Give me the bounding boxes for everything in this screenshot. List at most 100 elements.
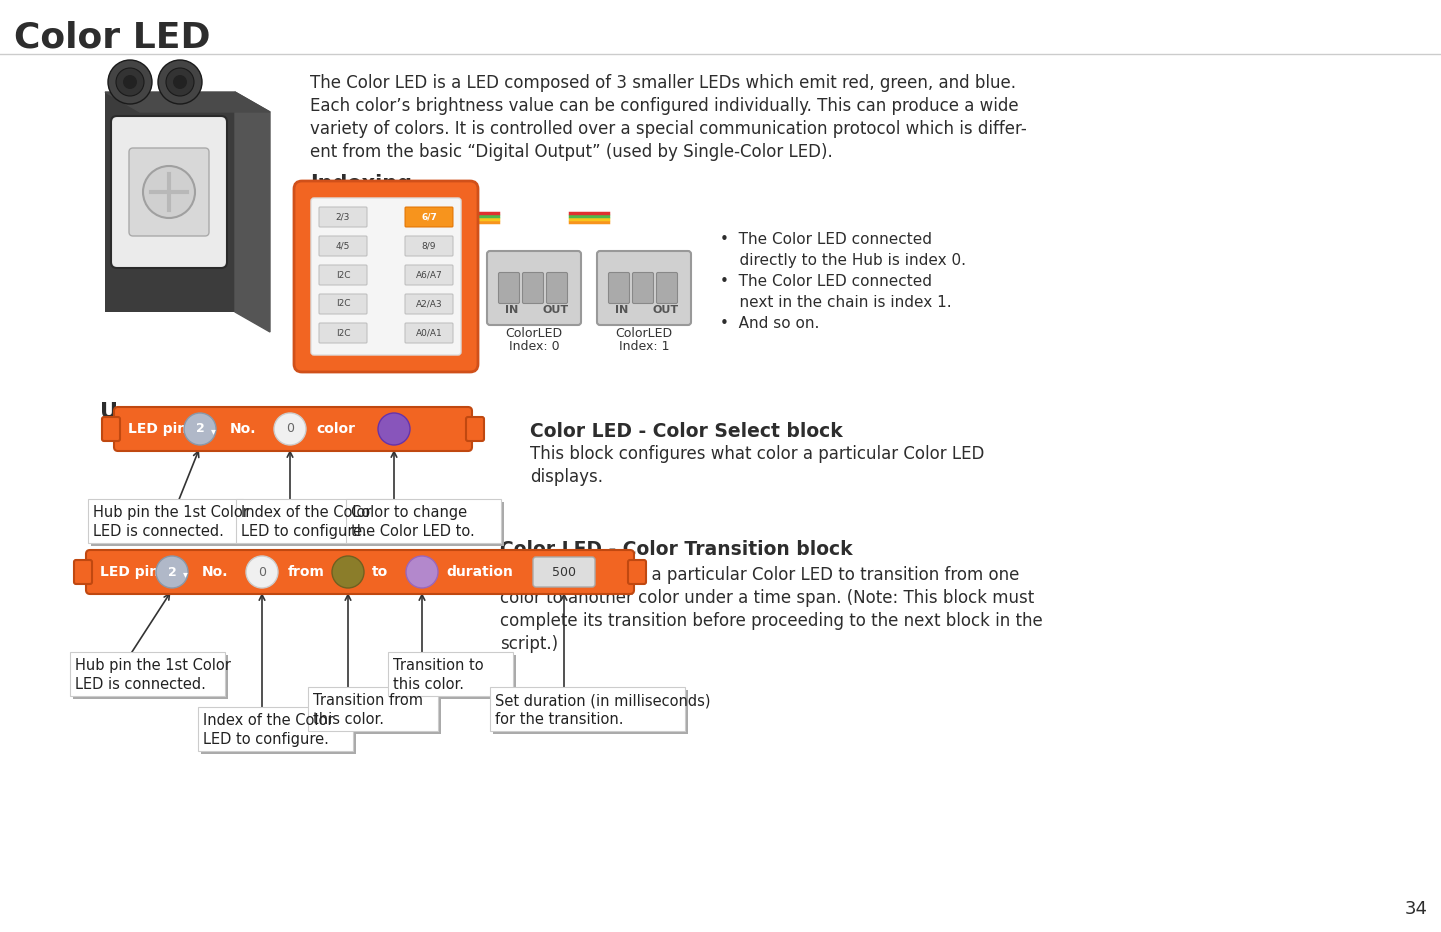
Circle shape <box>184 413 216 445</box>
Text: the Color LED to.: the Color LED to. <box>352 524 474 539</box>
FancyBboxPatch shape <box>523 272 543 304</box>
FancyBboxPatch shape <box>388 652 513 696</box>
Text: 2/3: 2/3 <box>336 212 350 222</box>
Text: 2: 2 <box>167 566 176 579</box>
FancyBboxPatch shape <box>105 92 235 312</box>
Text: LED is connected.: LED is connected. <box>94 524 223 539</box>
FancyBboxPatch shape <box>236 499 391 543</box>
FancyBboxPatch shape <box>311 198 461 355</box>
FancyBboxPatch shape <box>546 272 568 304</box>
Text: 2: 2 <box>196 422 205 435</box>
Text: Index of the Color: Index of the Color <box>241 505 372 520</box>
Circle shape <box>108 60 151 104</box>
Circle shape <box>378 413 411 445</box>
FancyBboxPatch shape <box>487 251 581 325</box>
Circle shape <box>331 556 365 588</box>
FancyBboxPatch shape <box>102 417 120 441</box>
Circle shape <box>173 75 187 89</box>
FancyBboxPatch shape <box>91 502 246 546</box>
FancyBboxPatch shape <box>308 687 438 731</box>
Text: displays.: displays. <box>530 468 602 486</box>
Text: 34: 34 <box>1405 900 1428 918</box>
Text: complete its transition before proceeding to the next block in the: complete its transition before proceedin… <box>500 612 1043 630</box>
FancyBboxPatch shape <box>130 148 209 236</box>
Text: Hub pin the 1st Color: Hub pin the 1st Color <box>94 505 249 520</box>
Text: Index of the Color: Index of the Color <box>203 713 333 728</box>
Text: Color LED: Color LED <box>14 20 210 54</box>
FancyBboxPatch shape <box>311 690 441 734</box>
Text: LED pin: LED pin <box>99 565 159 579</box>
Text: LED is connected.: LED is connected. <box>75 677 206 692</box>
Circle shape <box>274 413 305 445</box>
Text: to: to <box>372 565 388 579</box>
Circle shape <box>115 68 144 96</box>
Text: I2C: I2C <box>336 299 350 308</box>
Text: Color LED - Color Transition block: Color LED - Color Transition block <box>500 540 853 559</box>
FancyBboxPatch shape <box>349 502 504 546</box>
Text: variety of colors. It is controlled over a special communication protocol which : variety of colors. It is controlled over… <box>310 120 1027 138</box>
Circle shape <box>122 75 137 89</box>
Text: for the transition.: for the transition. <box>496 712 624 727</box>
Text: Index: 0: Index: 0 <box>509 340 559 353</box>
Text: 6/7: 6/7 <box>421 212 437 222</box>
Text: next in the chain is index 1.: next in the chain is index 1. <box>720 295 951 310</box>
FancyBboxPatch shape <box>318 294 367 314</box>
Circle shape <box>156 556 187 588</box>
Text: The Color LED is a LED composed of 3 smaller LEDs which emit red, green, and blu: The Color LED is a LED composed of 3 sma… <box>310 74 1016 92</box>
Text: ▾: ▾ <box>210 426 216 436</box>
Text: A0/A1: A0/A1 <box>415 328 442 337</box>
Text: •  And so on.: • And so on. <box>720 316 820 331</box>
Text: I2C: I2C <box>336 270 350 280</box>
Text: script.): script.) <box>500 635 558 653</box>
Text: OUT: OUT <box>543 305 569 315</box>
Text: Set duration (in milliseconds): Set duration (in milliseconds) <box>496 693 710 708</box>
FancyBboxPatch shape <box>197 707 353 751</box>
Text: OUT: OUT <box>653 305 679 315</box>
FancyBboxPatch shape <box>405 236 452 256</box>
Text: IN: IN <box>615 305 628 315</box>
Text: ent from the basic “Digital Output” (used by Single-Color LED).: ent from the basic “Digital Output” (use… <box>310 143 833 161</box>
Text: color: color <box>316 422 354 436</box>
Text: I2C: I2C <box>336 328 350 337</box>
Text: 500: 500 <box>552 566 576 579</box>
FancyBboxPatch shape <box>294 181 478 372</box>
Text: IN: IN <box>506 305 519 315</box>
Text: Indexing: Indexing <box>310 174 412 194</box>
Text: directly to the Hub is index 0.: directly to the Hub is index 0. <box>720 253 965 268</box>
FancyBboxPatch shape <box>73 560 92 584</box>
FancyBboxPatch shape <box>114 407 473 451</box>
Text: duration: duration <box>447 565 513 579</box>
FancyBboxPatch shape <box>405 323 452 343</box>
Text: ▾: ▾ <box>183 569 187 579</box>
Text: A6/A7: A6/A7 <box>415 270 442 280</box>
FancyBboxPatch shape <box>200 710 356 754</box>
Text: Transition to: Transition to <box>393 658 484 673</box>
FancyBboxPatch shape <box>628 560 646 584</box>
Text: ColorLED: ColorLED <box>506 327 562 340</box>
Text: A2/A3: A2/A3 <box>415 299 442 308</box>
Text: LED pin: LED pin <box>128 422 187 436</box>
Circle shape <box>246 556 278 588</box>
Circle shape <box>166 68 195 96</box>
FancyBboxPatch shape <box>465 417 484 441</box>
Text: 0: 0 <box>258 566 267 579</box>
Text: Transition from: Transition from <box>313 693 424 708</box>
FancyBboxPatch shape <box>608 272 630 304</box>
FancyBboxPatch shape <box>318 323 367 343</box>
Text: Index: 1: Index: 1 <box>618 340 669 353</box>
FancyBboxPatch shape <box>346 499 501 543</box>
Circle shape <box>406 556 438 588</box>
FancyBboxPatch shape <box>499 272 520 304</box>
FancyBboxPatch shape <box>657 272 677 304</box>
Polygon shape <box>105 92 269 112</box>
FancyBboxPatch shape <box>111 116 228 268</box>
FancyBboxPatch shape <box>405 294 452 314</box>
FancyBboxPatch shape <box>318 236 367 256</box>
FancyBboxPatch shape <box>597 251 692 325</box>
Text: LED to configure.: LED to configure. <box>203 732 329 747</box>
FancyBboxPatch shape <box>318 265 367 285</box>
FancyBboxPatch shape <box>405 265 452 285</box>
Text: •  The Color LED connected: • The Color LED connected <box>720 232 932 247</box>
Text: from: from <box>288 565 324 579</box>
FancyBboxPatch shape <box>405 207 452 227</box>
